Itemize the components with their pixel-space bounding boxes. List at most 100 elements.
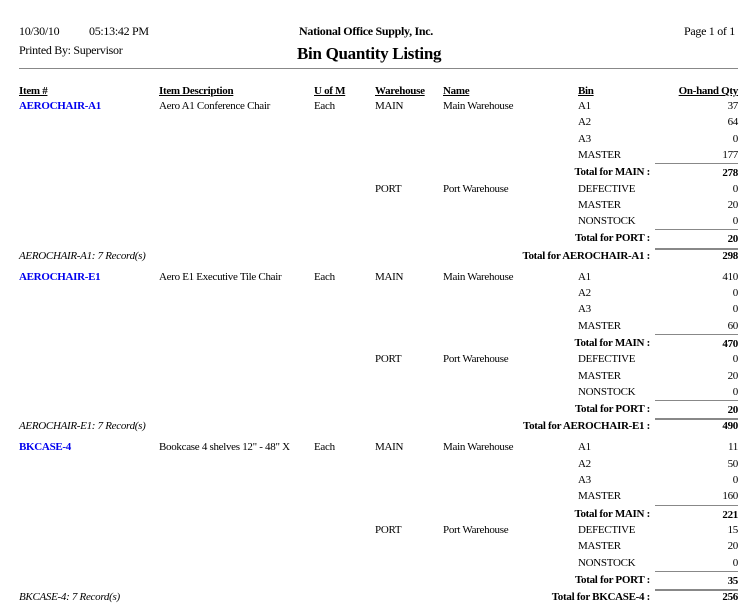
item-total-label: Total for AEROCHAIR-A1 : xyxy=(522,249,650,262)
company-name: National Office Supply, Inc. xyxy=(299,24,433,38)
col-warehouse: Warehouse xyxy=(375,85,425,97)
bin-qty: 160 xyxy=(722,490,738,503)
printed-by: Printed By: Supervisor xyxy=(19,43,123,57)
bin-name: MASTER xyxy=(578,198,621,211)
bin-qty: 0 xyxy=(732,303,739,316)
warehouse-name: Main Warehouse xyxy=(443,100,514,112)
bin-name: DEFECTIVE xyxy=(578,353,636,366)
col-name: Name xyxy=(443,85,470,97)
item-total-value: 490 xyxy=(722,420,738,433)
bin-qty: 0 xyxy=(732,556,739,569)
bin-qty: 20 xyxy=(727,198,739,211)
bin-qty: 20 xyxy=(727,540,739,553)
warehouse-total-value: 278 xyxy=(722,167,738,180)
bin-qty: 11 xyxy=(728,441,738,454)
item-total-rule xyxy=(655,418,738,420)
bin-qty: 15 xyxy=(727,523,739,536)
bin-qty: 64 xyxy=(727,116,739,129)
item-total-value: 256 xyxy=(722,591,738,604)
bin-name: MASTER xyxy=(578,490,621,503)
bin-qty: 60 xyxy=(727,319,739,332)
warehouse-total-value: 20 xyxy=(727,233,739,246)
item-total-rule xyxy=(655,248,738,250)
warehouse-code: MAIN xyxy=(375,100,404,112)
item-description: Bookcase 4 shelves 12" - 48" X xyxy=(159,441,290,454)
warehouse-total-label: Total for MAIN : xyxy=(574,507,650,520)
bin-name: A1 xyxy=(578,270,591,283)
unit-of-measure: Each xyxy=(314,441,335,454)
bin-qty: 0 xyxy=(732,287,739,299)
record-count: AEROCHAIR-A1: 7 Record(s) xyxy=(19,249,146,262)
col-description: Item Description xyxy=(159,85,234,97)
report-date: 10/30/10 xyxy=(19,24,60,38)
warehouse-name: Main Warehouse xyxy=(443,441,514,454)
warehouse-total-label: Total for PORT : xyxy=(575,573,650,586)
bin-qty: 0 xyxy=(732,353,739,366)
col-item: Item # xyxy=(19,85,48,97)
bin-name: NONSTOCK xyxy=(578,215,636,228)
item-total-label: Total for AEROCHAIR-E1 : xyxy=(523,420,650,433)
bin-qty: 0 xyxy=(732,474,739,486)
warehouse-code: MAIN xyxy=(375,441,404,454)
warehouse-total-label: Total for PORT : xyxy=(575,232,650,245)
bin-qty: 0 xyxy=(732,215,739,228)
bin-name: A2 xyxy=(578,457,591,470)
bin-qty: 0 xyxy=(732,182,739,195)
bin-name: A3 xyxy=(578,474,591,486)
subtotal-rule xyxy=(655,163,738,164)
subtotal-rule xyxy=(655,229,738,230)
bin-name: A2 xyxy=(578,116,591,129)
bin-qty: 0 xyxy=(732,385,739,398)
subtotal-rule xyxy=(655,334,738,335)
report-title: Bin Quantity Listing xyxy=(297,44,442,63)
col-bin: Bin xyxy=(578,85,594,97)
warehouse-total-label: Total for PORT : xyxy=(575,403,650,416)
bin-name: A2 xyxy=(578,287,591,299)
bin-name: NONSTOCK xyxy=(578,556,636,569)
bin-name: A1 xyxy=(578,441,591,454)
bin-name: MASTER xyxy=(578,148,621,161)
bin-name: A1 xyxy=(578,100,591,112)
item-total-rule xyxy=(655,589,738,591)
header-divider xyxy=(19,68,738,69)
report-time: 05:13:42 PM xyxy=(89,24,149,38)
warehouse-total-value: 221 xyxy=(722,508,738,521)
bin-name: A3 xyxy=(578,132,591,145)
warehouse-code: MAIN xyxy=(375,270,404,283)
warehouse-code: PORT xyxy=(375,523,402,536)
item-number-link[interactable]: AEROCHAIR-A1 xyxy=(19,100,101,112)
warehouse-name: Port Warehouse xyxy=(443,523,509,536)
item-description: Aero E1 Executive Tile Chair xyxy=(159,270,282,283)
record-count: BKCASE-4: 7 Record(s) xyxy=(19,591,120,604)
item-number-link[interactable]: AEROCHAIR-E1 xyxy=(19,270,101,283)
bin-qty: 20 xyxy=(727,369,739,382)
warehouse-total-value: 470 xyxy=(722,337,738,350)
bin-qty: 177 xyxy=(722,148,738,161)
warehouse-total-value: 35 xyxy=(727,574,739,587)
bin-qty: 37 xyxy=(727,100,739,112)
warehouse-total-label: Total for MAIN : xyxy=(574,166,650,179)
col-qty: On-hand Qty xyxy=(678,85,739,97)
bin-name: DEFECTIVE xyxy=(578,182,636,195)
subtotal-rule xyxy=(655,400,738,401)
unit-of-measure: Each xyxy=(314,100,335,112)
record-count: AEROCHAIR-E1: 7 Record(s) xyxy=(19,420,146,433)
bin-qty: 410 xyxy=(722,270,738,283)
subtotal-rule xyxy=(655,571,738,572)
bin-name: MASTER xyxy=(578,540,621,553)
subtotal-rule xyxy=(655,505,738,506)
bin-name: MASTER xyxy=(578,369,621,382)
bin-name: A3 xyxy=(578,303,591,316)
warehouse-code: PORT xyxy=(375,353,402,366)
warehouse-name: Port Warehouse xyxy=(443,353,509,366)
page-number: Page 1 of 1 xyxy=(683,24,735,38)
item-description: Aero A1 Conference Chair xyxy=(159,100,271,112)
warehouse-name: Main Warehouse xyxy=(443,270,514,283)
warehouse-total-value: 20 xyxy=(727,404,739,417)
item-total-label: Total for BKCASE-4 : xyxy=(551,591,651,604)
bin-qty: 50 xyxy=(727,457,739,470)
item-number-link[interactable]: BKCASE-4 xyxy=(19,441,71,454)
warehouse-code: PORT xyxy=(375,182,402,195)
col-uom: U of M xyxy=(314,85,346,97)
bin-name: MASTER xyxy=(578,319,621,332)
